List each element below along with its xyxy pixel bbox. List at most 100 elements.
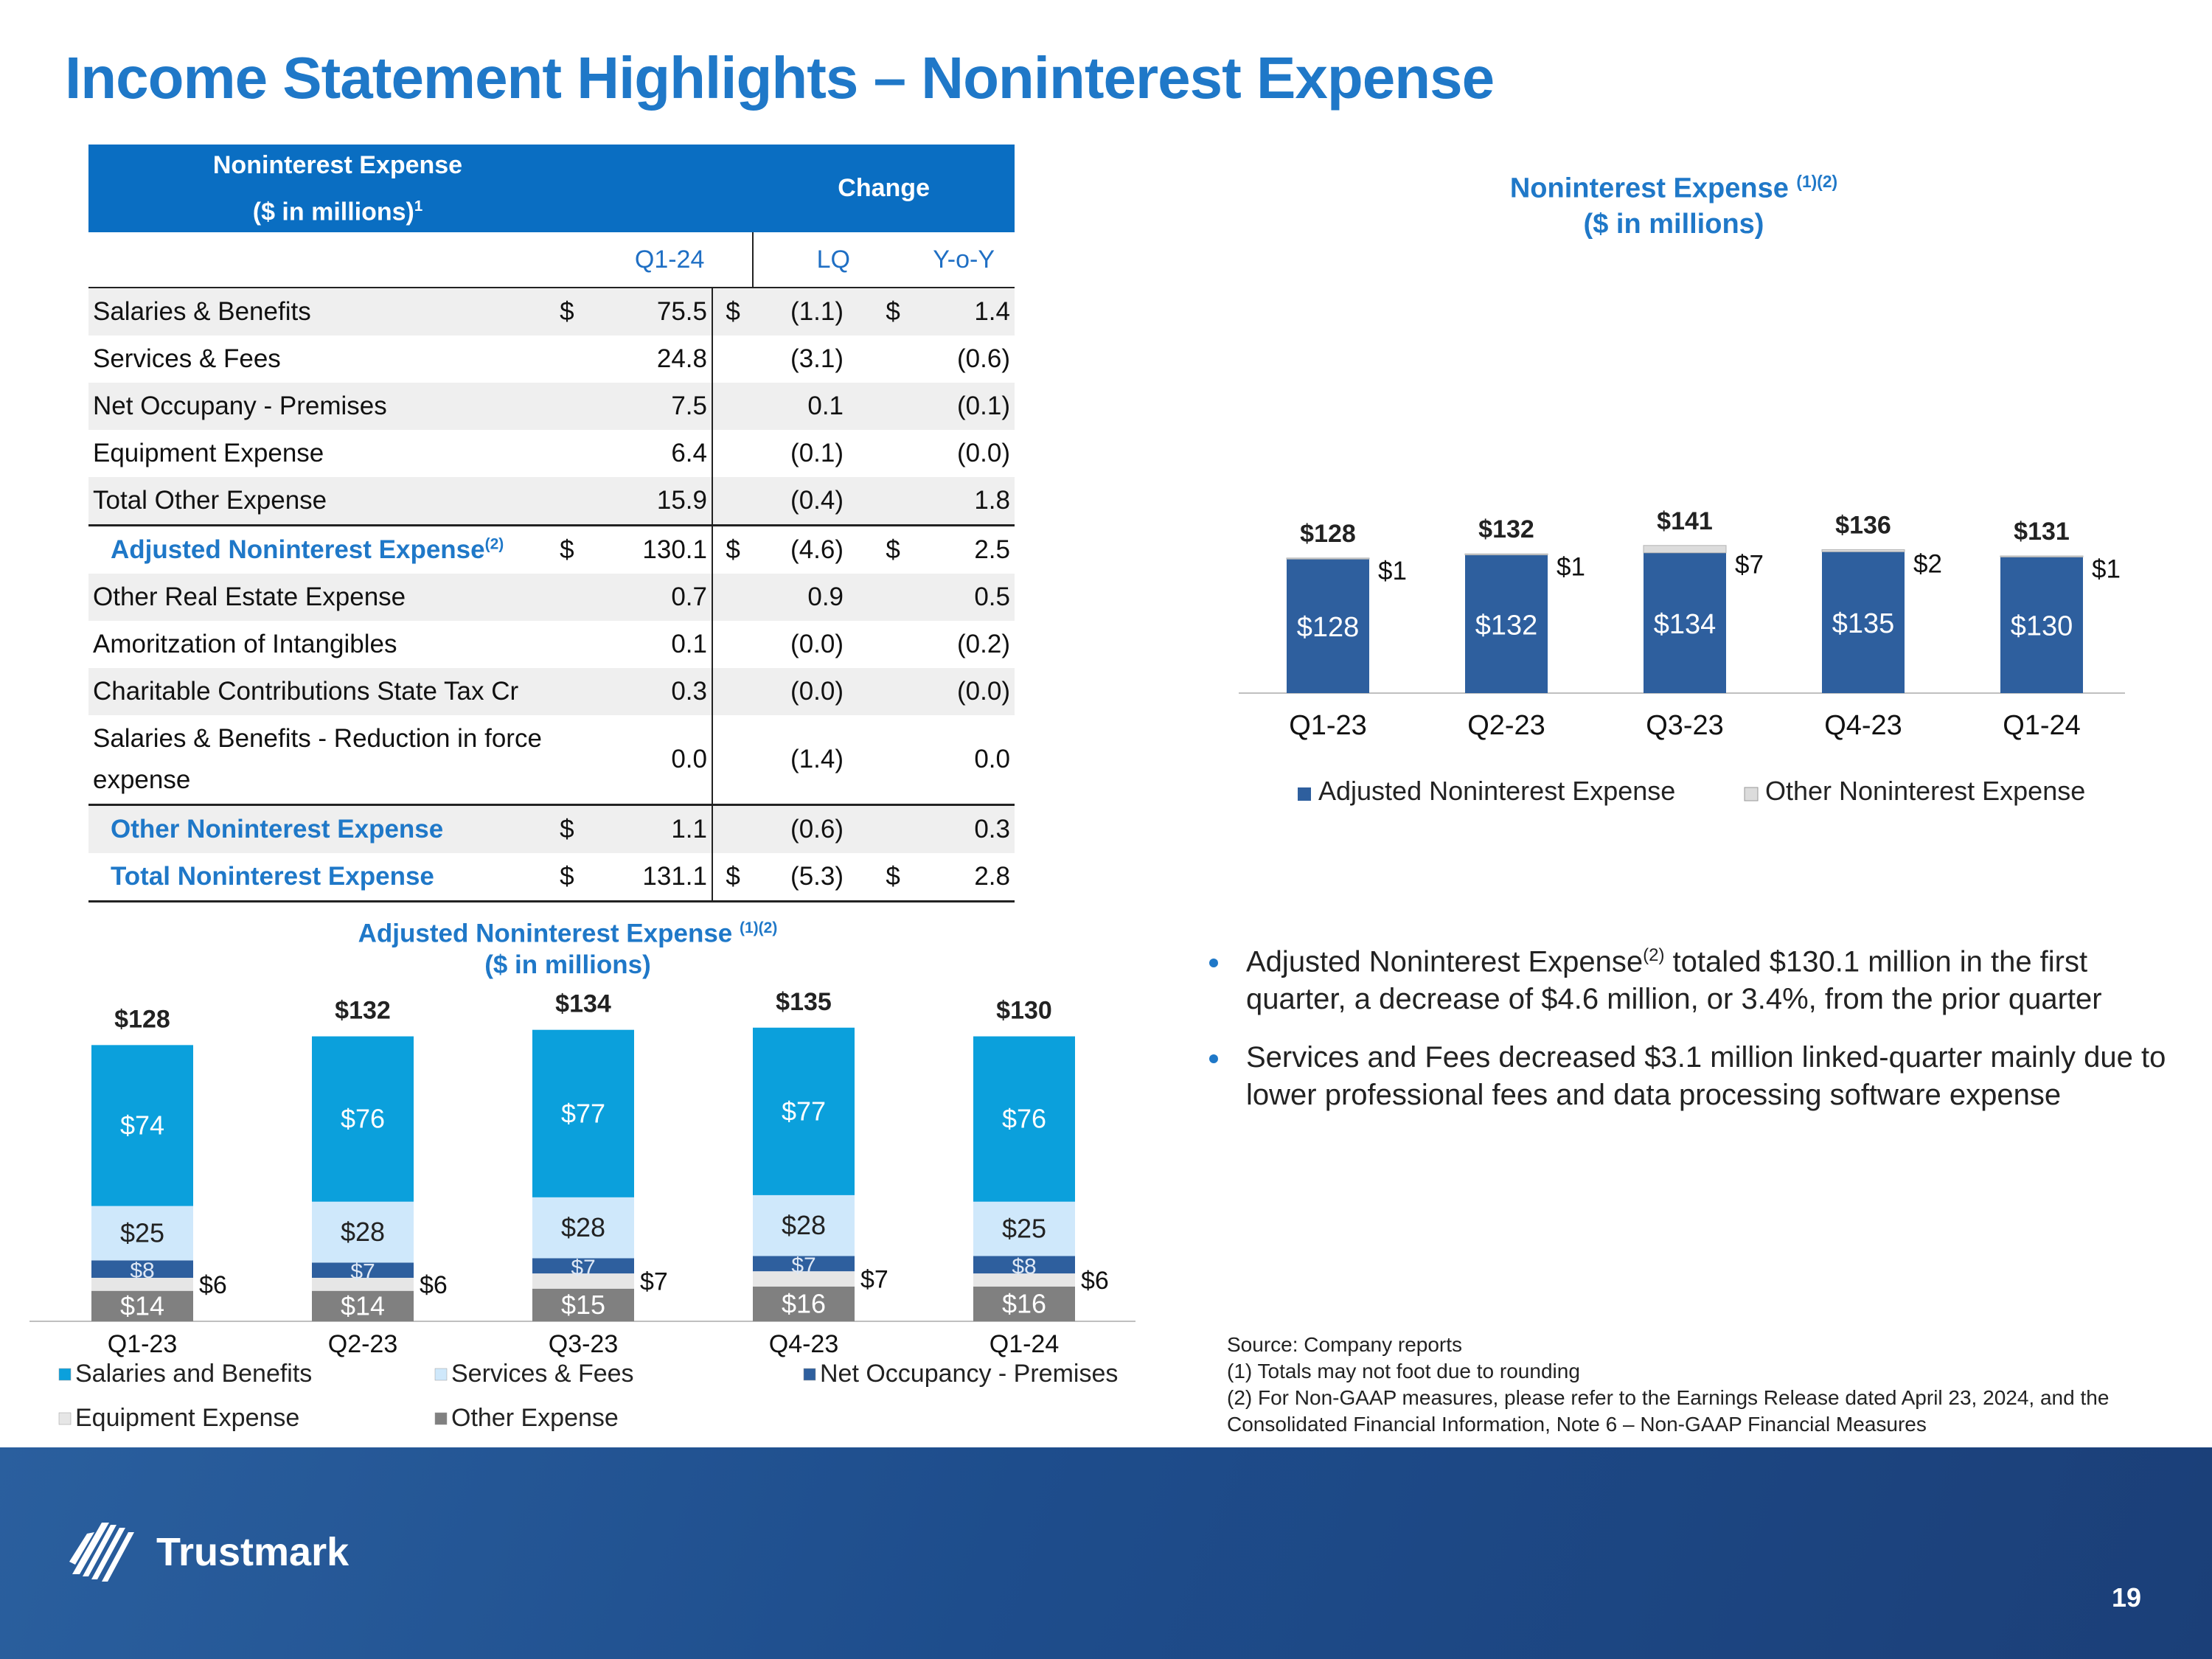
chart2-legend-swatch — [803, 1368, 816, 1381]
chart1-total-label: $141 — [1657, 507, 1713, 535]
chart1-bar-other — [1643, 545, 1727, 554]
chart2-label-salaries: $76 — [1002, 1104, 1046, 1134]
table-cell-currency — [546, 574, 587, 622]
table-cell-lq: (0.1) — [790, 439, 844, 468]
chart2-bar-services — [91, 1206, 193, 1261]
chart2-legend-swatch — [434, 1368, 448, 1381]
chart2-xtick: Q1-23 — [108, 1330, 178, 1358]
logo-text: Trustmark — [156, 1530, 349, 1574]
adj-sup: (2) — [484, 535, 504, 553]
chart2-label-other: $16 — [782, 1288, 826, 1318]
chart2-legend-item: Salaries and Benefits — [75, 1360, 312, 1388]
chart2-bar-equipment — [91, 1278, 193, 1291]
table-cell-yoy: (0.0) — [913, 668, 1015, 716]
chart1-segment-label: $132 — [1475, 610, 1538, 641]
table-cell-lq: (0.4) — [753, 477, 874, 526]
chart2-xtick: Q3-23 — [549, 1330, 619, 1358]
chart2-bar-other — [91, 1290, 193, 1321]
table-row: Salaries & Benefits $75.5 $ (1.1) $1.4 — [88, 288, 1015, 336]
bullet-1: Adjusted Noninterest Expense(2) totaled … — [1231, 936, 2168, 1018]
chart1-bar-adjusted — [1465, 554, 1548, 693]
table-cell-lq: (0.0) — [790, 630, 844, 659]
chart1-legend-swatch-adjusted — [1298, 787, 1311, 801]
chart2-xtick: Q1-24 — [990, 1330, 1060, 1358]
chart2-label-other: $16 — [1002, 1288, 1046, 1318]
chart2-label-other: $14 — [341, 1290, 385, 1321]
table-row: Adjusted Noninterest Expense(2) $130.1 $ (4… — [88, 524, 1015, 574]
table-cell-currency — [873, 804, 914, 854]
chart1-legend-other: Other Noninterest Expense — [1765, 776, 2085, 806]
table-cell-currency — [547, 715, 587, 805]
page-title: Income Statement Highlights – Noninteres… — [65, 45, 1495, 111]
table-cell-lq: (1.1) — [753, 288, 874, 336]
table-cell-label: Charitable Contributions State Tax Cr — [88, 668, 547, 716]
table-cell-currency — [873, 574, 914, 622]
table-cell-currency — [711, 715, 754, 805]
table-row: Amoritzation of Intangibles 0.1 (0.0) (0.2) — [88, 621, 1015, 669]
chart2-label-equipment: $7 — [640, 1267, 668, 1295]
chart2-title-sup: (1)(2) — [740, 919, 778, 936]
table-cell-yoy: 2.5 — [913, 524, 1015, 574]
table-row: Total Noninterest Expense $131.1 $ (5.3) $2.… — [88, 853, 1015, 903]
table-cell-lq: 0.9 — [753, 574, 874, 622]
chart1-xtick: Q2-23 — [1467, 710, 1545, 741]
bullet-1-pre: Adjusted Noninterest Expense — [1246, 945, 1644, 978]
chart1-segment-label: $128 — [1297, 612, 1360, 643]
col-yoy: Y-o-Y — [913, 232, 1015, 289]
table-cell-yoy: 2.8 — [913, 853, 1015, 903]
table-cell-currency: $ — [546, 524, 587, 574]
table-cell-q: 75.5 — [586, 288, 712, 336]
chart2-total-label: $134 — [555, 990, 611, 1018]
chart2-legend-item: Equipment Expense — [75, 1404, 299, 1432]
table-cell-label: Salaries & Benefits — [88, 288, 547, 336]
chart2-legend-swatch — [434, 1412, 448, 1425]
chart1-other-label: $1 — [1557, 553, 1585, 582]
col-q1-24: Q1-24 — [586, 232, 754, 289]
trustmark-logo: Trustmark — [65, 1519, 349, 1585]
chart2-bar-services — [312, 1201, 414, 1263]
chart1-bar-adjusted — [1822, 552, 1905, 693]
chart2-legend-item: Services & Fees — [451, 1360, 634, 1388]
table-cell-yoy: 0.0 — [974, 745, 1010, 774]
table-cell-currency — [711, 335, 754, 383]
chart2-bar-occupancy — [973, 1256, 1075, 1274]
chart2-label-services: $28 — [341, 1217, 385, 1247]
table-cell-label: Equipment Expense — [93, 439, 324, 468]
chart2-label-services: $28 — [782, 1210, 826, 1240]
chart1-total-label: $131 — [2014, 518, 2070, 546]
bullet-1-post: totaled $130.1 million in the first quar… — [1246, 945, 2102, 1016]
chart1-bar-adjusted — [1287, 559, 1369, 693]
chart2-label-services: $28 — [561, 1212, 605, 1242]
chart2-label-services: $25 — [1002, 1214, 1046, 1244]
chart1-legend-swatch-other — [1744, 787, 1759, 801]
table-cell-label: Total Other Expense — [88, 477, 547, 526]
table-cell-label: Total Noninterest Expense — [88, 853, 547, 903]
table-cell-currency — [711, 621, 754, 669]
bullet-2: Services and Fees decreased $3.1 million… — [1231, 1039, 2168, 1114]
chart-noninterest-expense: $128 $1 $128 Q1-23 $132 $1 $132 Q2-23 $134 $7 $141… — [1239, 507, 2125, 806]
table-cell-currency — [873, 477, 914, 526]
table-cell-currency — [711, 668, 754, 716]
chart1-segment-label: $130 — [2011, 611, 2073, 642]
source-notes: Source: Company reports (1) Totals may n… — [1227, 1332, 2185, 1438]
table-cell-yoy: 1.8 — [913, 477, 1015, 526]
table-header-line2: ($ in millions) — [252, 198, 414, 226]
table-cell-q: 7.5 — [586, 383, 712, 431]
table-cell-yoy: 0.5 — [913, 574, 1015, 622]
table-row: Equipment Expense 6.4 (0.1) (0.0) — [88, 430, 1015, 478]
table-cell-currency — [873, 621, 913, 668]
table-row: Other Real Estate Expense 0.7 0.9 0.5 — [88, 574, 1015, 622]
chart2-bar-other — [532, 1288, 634, 1321]
chart1-other-label: $1 — [2092, 554, 2121, 583]
table-row: Total Other Expense 15.9 (0.4) 1.8 — [88, 477, 1015, 526]
table-cell-currency — [546, 383, 587, 431]
table-cell-yoy: 1.4 — [913, 288, 1015, 336]
chart2-total-label: $132 — [335, 997, 391, 1025]
chart1-title-text: Noninterest Expense — [1509, 173, 1789, 204]
table-cell-currency — [711, 574, 754, 622]
chart2-bar-services — [753, 1194, 855, 1256]
source-line3: (2) For Non-GAAP measures, please refer … — [1227, 1386, 2110, 1436]
trustmark-logo-icon — [69, 1523, 134, 1582]
table-cell-q: 1.1 — [586, 804, 712, 854]
table-row: Charitable Contributions State Tax Cr 0.3… — [88, 668, 1015, 716]
